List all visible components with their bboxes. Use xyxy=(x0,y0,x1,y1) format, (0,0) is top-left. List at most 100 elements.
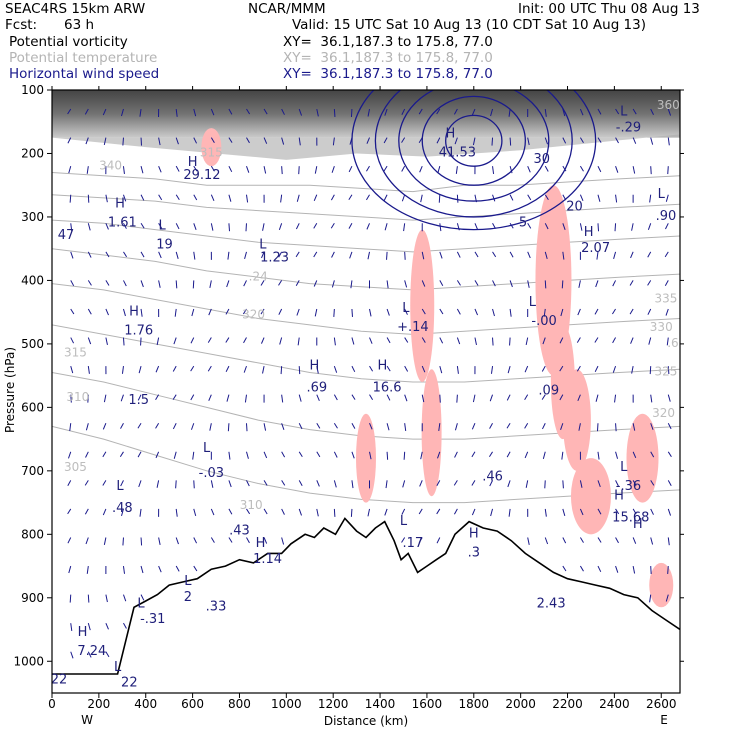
field-annotation: 15.68 xyxy=(612,511,649,526)
wind-arrow xyxy=(193,165,198,172)
wind-arrow xyxy=(509,308,512,317)
field-annotation: L xyxy=(184,574,192,589)
wind-arrow xyxy=(105,594,108,603)
wind-arrow xyxy=(631,366,634,374)
wind-arrow xyxy=(509,166,513,174)
wind-arrow xyxy=(263,166,267,174)
wind-arrow xyxy=(596,251,599,260)
wind-arrow xyxy=(333,451,338,458)
wind-arrow xyxy=(102,508,107,516)
wind-arrow xyxy=(313,223,318,229)
wind-arrow xyxy=(595,394,599,402)
wind-arrow xyxy=(509,337,511,346)
field-annotation: -.03 xyxy=(199,466,224,481)
wind-arrow xyxy=(597,508,602,515)
wind-arrow xyxy=(87,594,90,603)
wind-arrow xyxy=(351,451,355,459)
field-annotation: H xyxy=(378,358,388,373)
wind-arrow xyxy=(386,280,389,289)
wind-arrow xyxy=(278,280,283,286)
wind-arrow xyxy=(664,251,669,258)
field-theta-name: Potential temperature xyxy=(9,50,158,66)
wind-arrow xyxy=(524,365,529,373)
wind-arrow xyxy=(228,537,233,543)
wind-arrow xyxy=(456,194,459,203)
field-annotation: H xyxy=(78,625,88,640)
wind-arrow xyxy=(456,308,461,315)
wind-arrow xyxy=(439,365,443,374)
wind-arrow xyxy=(474,194,477,203)
wind-arrow xyxy=(544,108,547,117)
wind-arrow xyxy=(474,337,477,346)
wind-arrow xyxy=(544,251,548,259)
field-annotation: -.31 xyxy=(140,612,165,627)
wind-arrow xyxy=(138,480,142,488)
wind-arrow xyxy=(298,451,303,458)
field-annotation: L xyxy=(400,514,408,529)
wind-arrow xyxy=(210,108,215,116)
wind-arrow xyxy=(562,480,564,489)
wind-arrow xyxy=(369,394,374,401)
theta-isentrope-335 xyxy=(52,194,680,221)
wind-arrow xyxy=(243,365,247,373)
wind-arrow xyxy=(280,366,283,375)
field-annotation: 22 xyxy=(121,676,138,691)
field-annotation: 47 xyxy=(58,228,75,243)
wind-arrow xyxy=(208,394,212,401)
wind-arrow xyxy=(228,508,233,515)
wind-arrow xyxy=(260,280,265,286)
wind-arrow xyxy=(576,365,581,372)
field-annotation: 30 xyxy=(533,152,550,167)
wind-arrow xyxy=(172,423,177,430)
wind-arrow xyxy=(507,365,511,374)
field-annotation: L xyxy=(159,219,167,234)
wind-arrow xyxy=(123,622,127,629)
field-annotation: .09 xyxy=(538,384,559,399)
wind-arrow xyxy=(139,108,142,117)
y-tick-label: 700 xyxy=(21,464,44,478)
wind-arrow xyxy=(121,366,124,374)
wind-arrow xyxy=(316,451,321,458)
theta-label: .24 xyxy=(249,269,268,283)
wind-arrow xyxy=(544,508,547,517)
wind-arrow xyxy=(172,365,177,372)
wind-arrow xyxy=(492,166,495,174)
wind-arrow xyxy=(542,337,546,345)
wind-arrow xyxy=(509,137,512,146)
wind-arrow xyxy=(102,480,107,486)
wind-arrow xyxy=(122,594,127,602)
wind-arrow xyxy=(366,223,370,230)
wind-arrow xyxy=(298,423,303,430)
x-tick-label: 200 xyxy=(87,697,110,711)
wind-arrow xyxy=(67,137,72,144)
theta-label: 305 xyxy=(64,460,87,474)
wind-arrow xyxy=(418,108,423,115)
wind-arrow xyxy=(471,423,476,430)
wind-arrow xyxy=(439,280,444,287)
field-annotation: 16.6 xyxy=(373,381,402,396)
wind-arrow xyxy=(280,194,283,203)
wind-arrow xyxy=(562,108,566,117)
wind-arrow xyxy=(333,508,336,517)
wind-arrow xyxy=(120,480,124,487)
wind-arrow xyxy=(210,508,215,516)
wind-arrow xyxy=(137,394,142,401)
wind-arrow xyxy=(156,337,160,346)
wind-arrow xyxy=(509,251,514,258)
wind-arrow xyxy=(667,508,672,516)
wind-arrow xyxy=(474,251,479,258)
field-annotation: 41.53 xyxy=(439,146,476,161)
field-annotation: L xyxy=(203,441,211,456)
wind-arrow xyxy=(401,165,406,172)
wind-arrow xyxy=(84,108,89,115)
wind-arrow xyxy=(263,537,268,544)
wind-arrow xyxy=(348,194,353,200)
wind-arrow xyxy=(158,223,163,229)
wind-arrow xyxy=(140,280,144,288)
wind-arrow xyxy=(70,223,73,232)
wind-arrow xyxy=(404,280,408,288)
wind-arrow xyxy=(227,423,230,432)
wind-arrow xyxy=(228,223,231,232)
wind-arrow xyxy=(632,508,637,515)
